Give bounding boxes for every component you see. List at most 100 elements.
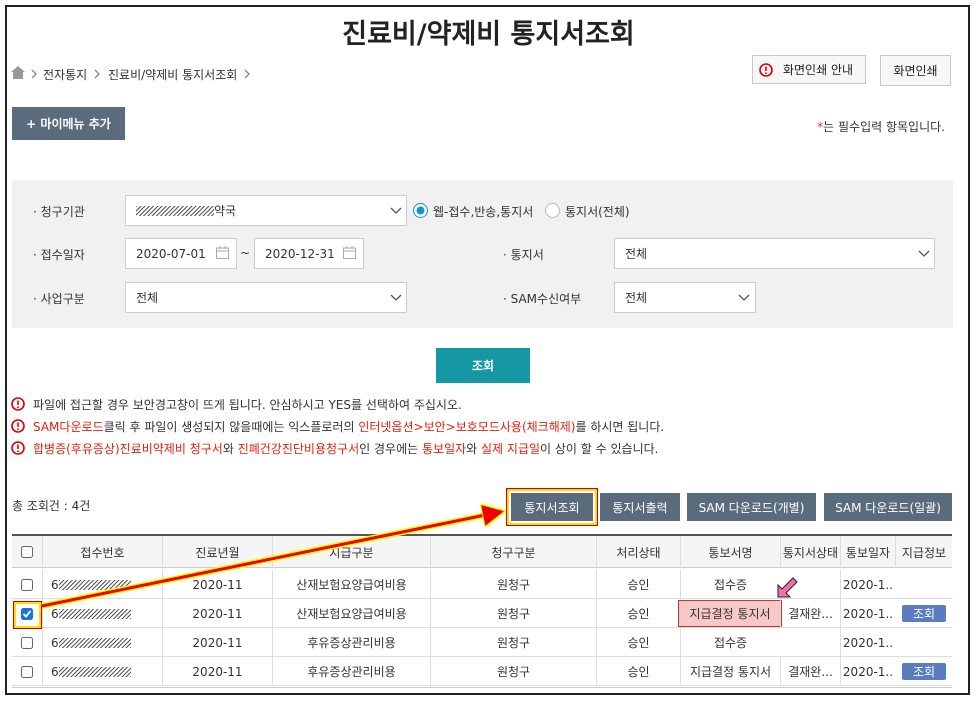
table-cell: 2020-11 xyxy=(162,570,272,599)
redacted xyxy=(58,666,131,677)
redacted xyxy=(58,579,131,590)
action-button[interactable]: SAM 다운로드(일괄) xyxy=(824,493,952,521)
result-count: 총 조회건 : 4건 xyxy=(12,499,91,513)
table-cell: 6 xyxy=(42,657,162,686)
required-note: *는 필수입력 항목입니다. xyxy=(817,118,945,135)
warning-icon xyxy=(11,419,25,433)
table-row xyxy=(12,628,952,657)
print-button[interactable]: 화면인쇄 xyxy=(880,55,951,86)
required-mark: * xyxy=(817,120,824,134)
action-button[interactable]: 통지서출력 xyxy=(600,493,680,521)
select-value: 약국 xyxy=(214,204,237,218)
date-from[interactable]: 2020-07-01 xyxy=(125,238,237,269)
table-cell: 승인 xyxy=(596,628,680,657)
radio xyxy=(413,203,428,218)
column-header: 접수번호 xyxy=(42,536,162,568)
notice: SAM다운로드클릭 후 파일이 생성되지 않을때에는 익스플로러의 인터넷옵션>… xyxy=(33,418,664,435)
notice-text: 인터넷옵션>보안>보호모드사용(체크해제) xyxy=(358,420,576,434)
table-cell: 접수증 xyxy=(680,628,780,657)
notice-text: 실제 지급일 xyxy=(481,442,541,456)
notice: 파일에 접근할 경우 보안경고창이 뜨게 됩니다. 안심하시고 YES를 선택하… xyxy=(33,396,462,413)
redacted xyxy=(136,205,214,216)
required-text: 는 필수입력 항목입니다. xyxy=(823,120,945,134)
receipt-no: 6 xyxy=(51,577,59,592)
notice-text: 와 xyxy=(222,442,238,456)
calendar-icon xyxy=(343,246,356,259)
redacted xyxy=(58,608,131,619)
table-cell: 지급결정 통지서 xyxy=(678,600,782,627)
notice-text: 이 상이 할 수 있습니다. xyxy=(540,442,659,456)
column-header: 통보서명 xyxy=(680,536,780,568)
label: · 청구기관 xyxy=(33,205,85,219)
radio xyxy=(545,203,560,218)
highlight-box xyxy=(506,488,598,526)
notice: 합병증(후유증상)진료비약제비 청구서와 진폐건강진단비용청구서인 경우에는 통… xyxy=(33,440,658,457)
checkbox xyxy=(21,608,33,620)
table-row xyxy=(12,657,952,686)
table-cell: 2020-1.. xyxy=(840,628,895,657)
table-cell: 결재완... xyxy=(780,599,840,628)
institution-select[interactable]: 약국 xyxy=(125,195,407,226)
warning-icon xyxy=(759,63,773,77)
business-select[interactable]: 전체 xyxy=(125,282,407,313)
mymenu-button[interactable]: + 마이메뉴 추가 xyxy=(12,107,125,140)
checkbox xyxy=(21,579,33,591)
column-header: 청구구분 xyxy=(430,536,596,568)
checkbox xyxy=(21,546,33,558)
breadcrumb-item[interactable]: 진료비/약제비 통지서조회 xyxy=(108,68,238,82)
chevron xyxy=(94,69,100,79)
notice-text: 인 경우에는 xyxy=(359,442,422,456)
date-to[interactable]: 2020-12-31 xyxy=(254,238,364,269)
select-arrow xyxy=(738,294,750,301)
lookup-button[interactable]: 조회 xyxy=(902,605,946,622)
table-cell: 결재완... xyxy=(780,657,840,686)
column-header: 지급구분 xyxy=(272,536,430,568)
table-cell: 후유증상관리비용 xyxy=(272,628,430,657)
lookup-button[interactable]: 조회 xyxy=(902,663,946,680)
search-button[interactable]: 조회 xyxy=(436,348,530,383)
notice-text: 파일에 접근할 경우 보안경고창이 뜨게 됩니다. 안심하시고 YES를 선택하… xyxy=(33,398,462,412)
print-guide-button[interactable]: 화면인쇄 안내 xyxy=(752,55,866,84)
highlight-box xyxy=(13,601,42,629)
table-cell: 원청구 xyxy=(430,657,596,686)
action-button[interactable]: 통지서조회 xyxy=(511,493,593,521)
warning-icon xyxy=(11,441,25,455)
select-arrow xyxy=(390,294,402,301)
window-frame xyxy=(5,5,970,695)
table-cell: 후유증상관리비용 xyxy=(272,657,430,686)
cursor-arrow xyxy=(777,577,798,598)
table-cell: 2020-1.. xyxy=(840,657,895,686)
notice-text: 클릭 후 파일이 생성되지 않을때에는 익스플로러의 xyxy=(103,420,359,434)
table-cell: 접수증 xyxy=(680,570,780,599)
calendar-icon xyxy=(216,246,229,259)
table-cell: 승인 xyxy=(596,599,680,628)
label: · 접수일자 xyxy=(33,248,85,262)
table-cell: 승인 xyxy=(596,657,680,686)
chevron xyxy=(31,69,37,79)
column-header: 지급정보 xyxy=(895,536,952,568)
table-cell: 원청구 xyxy=(430,628,596,657)
sam-select[interactable]: 전체 xyxy=(614,282,756,313)
table-cell: 원청구 xyxy=(430,570,596,599)
table-cell: 2020-1.. xyxy=(840,570,895,599)
notice-text: 합병증(후유증상)진료비약제비 청구서 xyxy=(33,442,223,456)
table-cell: 2020-11 xyxy=(162,599,272,628)
notice-type-select[interactable]: 전체 xyxy=(614,238,935,269)
column-header: 처리상태 xyxy=(596,536,680,568)
chevron xyxy=(244,69,250,79)
column-header: 통지서상태 xyxy=(780,536,840,568)
radio-label[interactable]: 통지서(전체) xyxy=(565,205,630,219)
table-cell: 2020-11 xyxy=(162,628,272,657)
column-header: 진료년월 xyxy=(162,536,272,568)
date-sep: ~ xyxy=(240,246,251,260)
breadcrumb-item[interactable]: 전자통지 xyxy=(43,68,88,82)
label: · 사업구분 xyxy=(33,292,85,306)
select-arrow xyxy=(918,250,930,257)
table-cell: 원청구 xyxy=(430,599,596,628)
label: · 통지서 xyxy=(503,248,544,262)
checkbox xyxy=(21,666,33,678)
action-button[interactable]: SAM 다운로드(개별) xyxy=(687,493,816,521)
table-cell: 산재보험요양급여비용 xyxy=(272,570,430,599)
radio-label[interactable]: 웹-접수,반송,통지서 xyxy=(433,205,534,219)
